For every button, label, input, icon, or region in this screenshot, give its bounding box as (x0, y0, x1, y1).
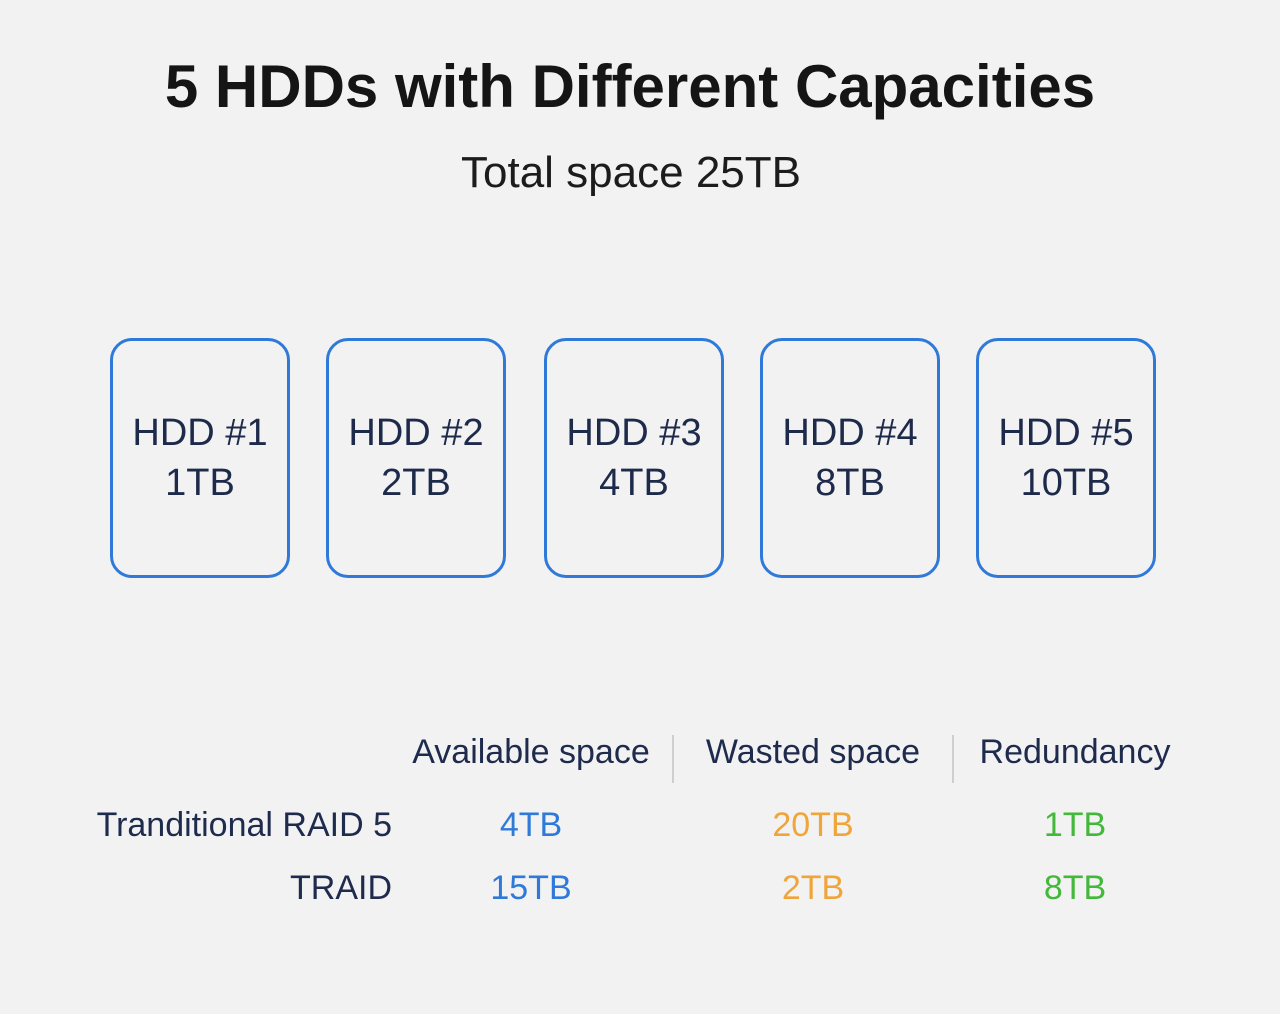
hdd-capacity: 4TB (599, 462, 669, 504)
column-header-wasted: Wasted space (705, 733, 921, 771)
hdd-capacity: 1TB (165, 462, 235, 504)
column-header-redundancy: Redundancy (979, 733, 1171, 771)
hdd-box-4: HDD #4 8TB (760, 338, 940, 578)
cell-available: 4TB (499, 806, 563, 844)
cell-available: 15TB (490, 869, 572, 907)
cell-wasted: 20TB (772, 806, 854, 844)
page-subtitle: Total space 25TB (461, 148, 801, 197)
cell-redundancy: 8TB (1043, 869, 1107, 907)
row-label-traid: TRAID (290, 869, 392, 907)
page-title: 5 HDDs with Different Capacities (164, 53, 1096, 120)
hdd-name: HDD #1 (132, 412, 268, 454)
cell-wasted: 2TB (781, 869, 845, 907)
row-label-raid5: Tranditional RAID 5 (96, 806, 392, 844)
hdd-capacity: 10TB (1020, 462, 1112, 504)
hdd-name: HDD #2 (348, 412, 484, 454)
cell-redundancy: 1TB (1043, 806, 1107, 844)
column-header-available: Available space (412, 733, 650, 771)
hdd-capacity: 8TB (815, 462, 885, 504)
hdd-name: HDD #3 (566, 412, 702, 454)
hdd-name: HDD #4 (782, 412, 918, 454)
hdd-box-1: HDD #1 1TB (110, 338, 290, 578)
column-divider (672, 735, 674, 783)
hdd-box-2: HDD #2 2TB (326, 338, 506, 578)
hdd-capacity: 2TB (381, 462, 451, 504)
hdd-box-3: HDD #3 4TB (544, 338, 724, 578)
column-divider (952, 735, 954, 783)
hdd-box-5: HDD #5 10TB (976, 338, 1156, 578)
hdd-name: HDD #5 (998, 412, 1134, 454)
